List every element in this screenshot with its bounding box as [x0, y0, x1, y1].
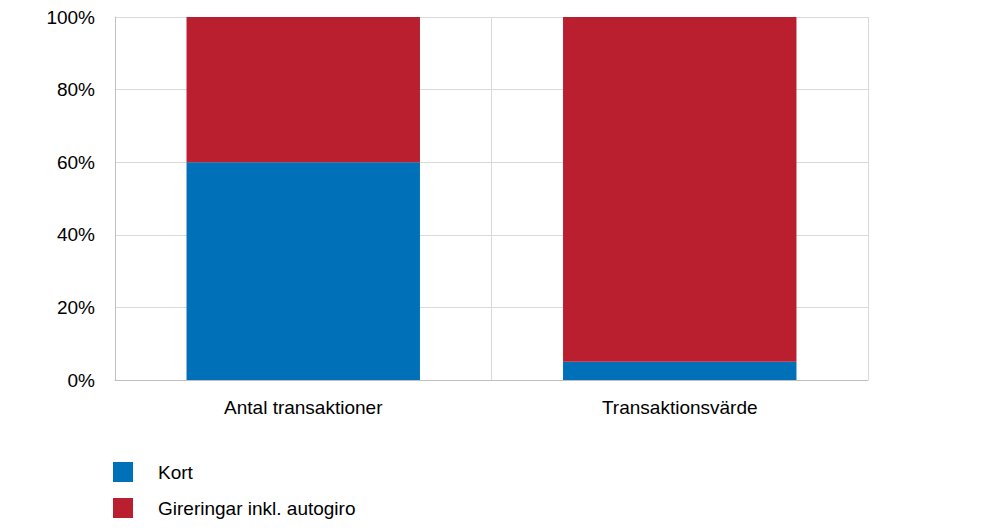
- svg-text:20%: 20%: [57, 297, 95, 318]
- svg-text:Kort: Kort: [158, 462, 194, 483]
- svg-text:40%: 40%: [57, 224, 95, 245]
- svg-text:0%: 0%: [68, 370, 96, 391]
- svg-text:60%: 60%: [57, 152, 95, 173]
- svg-text:Antal transaktioner: Antal transaktioner: [224, 397, 383, 418]
- svg-text:Gireringar inkl. autogiro: Gireringar inkl. autogiro: [158, 498, 355, 519]
- svg-text:100%: 100%: [46, 7, 95, 28]
- svg-text:Transaktionsvärde: Transaktionsvärde: [602, 397, 758, 418]
- svg-text:80%: 80%: [57, 79, 95, 100]
